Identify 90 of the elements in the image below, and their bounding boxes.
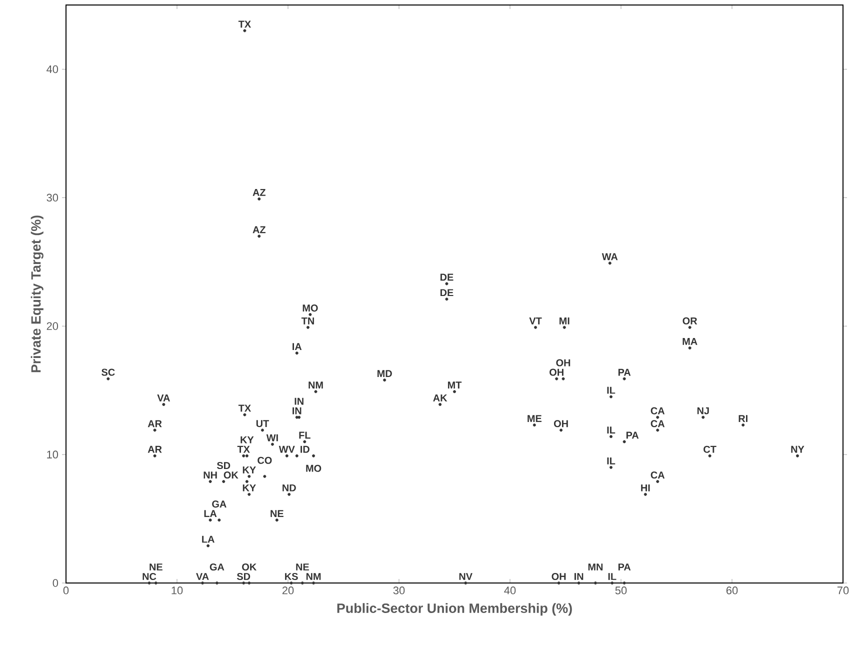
- data-label: OK: [224, 472, 238, 479]
- data-label: SD: [236, 572, 250, 580]
- data-label: OH: [552, 572, 566, 580]
- data-label: OH: [550, 368, 564, 376]
- x-tick-label: 20: [282, 586, 294, 594]
- data-label: IL: [607, 426, 616, 434]
- data-label: OK: [242, 563, 257, 571]
- data-label: LA: [204, 510, 217, 517]
- data-label: TX: [238, 20, 251, 28]
- data-label: NE: [296, 564, 309, 570]
- data-label: IL: [607, 457, 616, 464]
- data-label: NC: [142, 572, 156, 580]
- data-label: WV: [278, 446, 295, 453]
- data-label: CA: [650, 472, 665, 479]
- data-label: AZ: [252, 189, 266, 196]
- data-label: SC: [102, 368, 115, 376]
- y-tick-label: 0: [52, 579, 58, 587]
- data-label: KY: [242, 484, 256, 492]
- data-label: KS: [285, 572, 298, 580]
- data-label: VA: [157, 394, 170, 402]
- data-label: OH: [556, 359, 570, 366]
- data-label: TX: [238, 404, 251, 412]
- y-tick-label: 30: [46, 194, 58, 202]
- data-label: NJ: [697, 407, 709, 414]
- data-label: DE: [440, 274, 454, 281]
- data-label: GA: [210, 563, 224, 571]
- data-label: KY: [242, 466, 256, 474]
- data-label: MO: [302, 304, 318, 312]
- data-label: IN: [574, 573, 584, 580]
- data-label: UT: [256, 420, 270, 428]
- data-label: WA: [602, 253, 618, 260]
- data-label: IA: [292, 343, 302, 350]
- data-label: ME: [528, 415, 542, 422]
- data-label: MT: [448, 382, 462, 389]
- data-label: PA: [618, 564, 631, 570]
- data-label: SD: [216, 462, 230, 470]
- x-tick-label: 10: [172, 586, 183, 594]
- data-label: NV: [459, 573, 472, 580]
- x-tick-label: 30: [393, 586, 405, 594]
- data-label: IN: [292, 407, 302, 414]
- data-label: IL: [607, 386, 616, 394]
- x-tick-label: 50: [615, 586, 627, 594]
- x-tick-label: 0: [63, 586, 69, 594]
- data-label: CO: [258, 456, 272, 464]
- data-label: NH: [204, 472, 217, 478]
- data-label: ID: [300, 446, 310, 453]
- data-label: TX: [237, 446, 250, 453]
- data-label: CA: [650, 420, 665, 428]
- data-label: NE: [150, 564, 162, 570]
- data-label: VT: [529, 317, 542, 324]
- data-label: HI: [641, 484, 650, 492]
- data-label: OR: [682, 317, 698, 324]
- data-label: PA: [626, 432, 639, 439]
- data-label: CT: [704, 446, 716, 453]
- data-label: NM: [306, 573, 321, 580]
- data-label: FL: [299, 432, 310, 439]
- x-tick-label: 70: [837, 586, 849, 594]
- data-label: AR: [148, 420, 162, 428]
- x-tick-label: 60: [726, 586, 738, 594]
- data-label: GA: [212, 500, 226, 508]
- data-label: MD: [377, 370, 392, 377]
- data-label: DE: [440, 289, 454, 296]
- data-label: NM: [308, 382, 323, 389]
- x-axis-title: Public-Sector Union Membership (%): [337, 603, 572, 616]
- data-label: MO: [306, 464, 322, 472]
- data-label: LA: [202, 536, 214, 543]
- data-label: OH: [554, 420, 568, 428]
- data-label: MA: [682, 338, 698, 345]
- data-label: AZ: [252, 226, 266, 234]
- data-label: ND: [282, 484, 296, 492]
- data-label: IN: [294, 398, 304, 405]
- data-label: MI: [560, 317, 570, 324]
- data-label: VA: [196, 573, 209, 580]
- data-label: KY: [240, 436, 254, 444]
- data-label: AK: [433, 394, 448, 402]
- data-label: NE: [270, 510, 284, 517]
- x-tick-label: 40: [504, 586, 516, 594]
- y-axis-title: Private Equity Target (%): [30, 216, 44, 372]
- data-label: IL: [608, 573, 616, 580]
- data-label: MN: [588, 564, 603, 570]
- data-label: AR: [148, 446, 162, 453]
- y-tick-label: 40: [46, 65, 58, 74]
- data-label: PA: [618, 368, 631, 376]
- data-label: RI: [738, 415, 748, 422]
- data-label: NY: [791, 446, 804, 453]
- data-label: CA: [650, 407, 665, 414]
- data-label: TN: [301, 317, 314, 324]
- y-tick-label: 10: [47, 450, 58, 458]
- data-label: WI: [266, 434, 278, 442]
- y-tick-label: 20: [46, 322, 58, 330]
